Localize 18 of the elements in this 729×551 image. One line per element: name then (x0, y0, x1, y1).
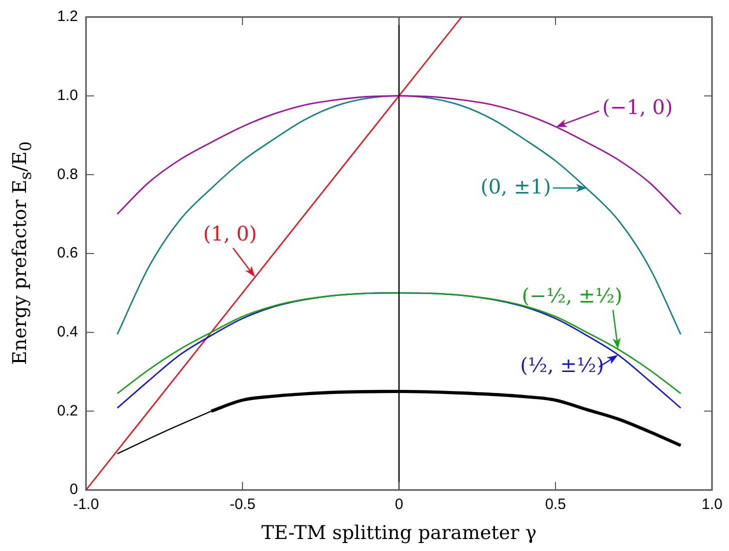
x-tick-label: 0 (394, 496, 404, 514)
x-tick-label: 0.5 (545, 496, 566, 514)
y-tick-label: 0.6 (57, 244, 78, 262)
y-tick-label: 1.0 (57, 86, 78, 104)
y-tick-label: 0.2 (57, 402, 78, 420)
x-tick-label: 1.0 (702, 496, 722, 514)
y-tick-label: 0.8 (57, 166, 78, 183)
x-tick-label: -0.5 (230, 496, 256, 514)
annotation: (0, ±1) (480, 174, 552, 199)
annotation: (1, 0) (203, 221, 257, 246)
annotation: (−½, ±½) (522, 283, 622, 308)
annotation: (−1, 0) (602, 94, 673, 119)
y-tick-label: 1.2 (57, 8, 78, 26)
y-tick-label: 0 (70, 481, 78, 498)
annotation: (½, ±½) (520, 353, 604, 378)
x-tick-label: -1.0 (73, 496, 99, 514)
x-axis-title: TE-TM splitting parameter γ (260, 522, 538, 544)
y-tick-label: 0.4 (57, 323, 78, 340)
